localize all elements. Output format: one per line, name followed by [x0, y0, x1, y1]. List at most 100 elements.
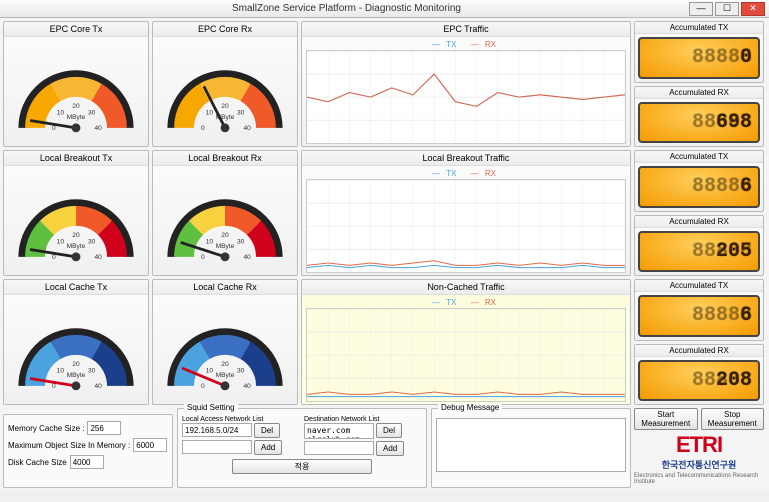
main-grid: EPC Core Tx 010203040MByte EPC Core Rx 0… — [0, 18, 769, 491]
gauge-lb-tx: Local Breakout Tx 0 10 20 30 40 MByte — [3, 150, 149, 276]
stop-measurement-button[interactable]: Stop Measurement — [701, 408, 765, 430]
counter-acc-tx-2: Accumulated TX 6 — [634, 150, 764, 212]
svg-text:20: 20 — [72, 103, 80, 110]
svg-text:10: 10 — [206, 109, 214, 116]
led-display: 0 — [638, 37, 760, 79]
counter-col-2: Accumulated TX 6 Accumulated RX 205 — [634, 150, 764, 276]
svg-text:MByte: MByte — [67, 114, 86, 121]
svg-text:40: 40 — [94, 383, 102, 390]
svg-text:MByte: MByte — [216, 372, 235, 379]
svg-text:20: 20 — [221, 232, 229, 239]
cache-settings: Memory Cache Size : Maximum Object Size … — [3, 414, 173, 488]
svg-text:30: 30 — [88, 109, 96, 116]
mem-cache-input[interactable] — [87, 421, 121, 435]
window-buttons: — ☐ ✕ — [689, 2, 765, 16]
close-button[interactable]: ✕ — [741, 2, 765, 16]
svg-text:MByte: MByte — [67, 243, 86, 250]
mem-cache-label: Memory Cache Size : — [8, 424, 84, 433]
etri-en: Electronics and Telecommunications Resea… — [634, 473, 764, 485]
svg-text:0: 0 — [201, 383, 205, 390]
maximize-button[interactable]: ☐ — [715, 2, 739, 16]
panel-title: Local Breakout Tx — [4, 151, 148, 166]
gauge-lb-rx: Local Breakout Rx 0 10 20 30 40 MByte — [152, 150, 298, 276]
svg-text:MByte: MByte — [216, 243, 235, 250]
svg-text:40: 40 — [94, 125, 102, 132]
panel-title: Local Cache Tx — [4, 280, 148, 295]
dest-add-button[interactable]: Add — [376, 441, 404, 456]
svg-text:30: 30 — [237, 238, 245, 245]
dest-title: Destination Network List — [304, 416, 422, 423]
svg-text:0: 0 — [52, 125, 56, 132]
svg-text:MByte: MByte — [67, 372, 86, 379]
svg-text:30: 30 — [237, 109, 245, 116]
svg-text:40: 40 — [243, 383, 251, 390]
titlebar: SmallZone Service Platform - Diagnostic … — [0, 0, 769, 18]
svg-text:0: 0 — [52, 254, 56, 261]
svg-text:20: 20 — [72, 232, 80, 239]
panel-title: Non-Cached Traffic — [302, 280, 630, 295]
svg-text:20: 20 — [221, 103, 229, 110]
counter-acc-rx-1: Accumulated RX 698 — [634, 86, 764, 148]
svg-text:40: 40 — [243, 254, 251, 261]
panel-title: Local Cache Rx — [153, 280, 297, 295]
panel-title: Local Breakout Traffic — [302, 151, 630, 166]
gauge-lc-rx: Local Cache Rx 0 10 20 30 40 MByte — [152, 279, 298, 405]
dest-add-input[interactable] — [304, 441, 374, 455]
lan-add-input[interactable] — [182, 440, 252, 454]
svg-text:20: 20 — [221, 361, 229, 368]
etri-logo: ETRI — [676, 434, 722, 456]
led-display: 6 — [638, 295, 760, 337]
led-display: 698 — [638, 102, 760, 144]
svg-text:20: 20 — [72, 361, 80, 368]
logo-cell: Start Measurement Stop Measurement ETRI … — [634, 408, 764, 488]
counter-col-1: Accumulated TX 0 Accumulated RX 698 — [634, 21, 764, 147]
svg-text:10: 10 — [206, 238, 214, 245]
gauge-lc-tx: Local Cache Tx 0 10 20 30 40 MByte — [3, 279, 149, 405]
counter-acc-tx-1: Accumulated TX 0 — [634, 21, 764, 83]
svg-text:0: 0 — [201, 254, 205, 261]
svg-text:40: 40 — [94, 254, 102, 261]
svg-text:10: 10 — [57, 367, 65, 374]
max-obj-input[interactable] — [133, 438, 167, 452]
dest-del-button[interactable]: Del — [376, 423, 402, 438]
chart-legend: — TX — RX — [306, 168, 626, 179]
lan-input[interactable] — [182, 423, 252, 437]
apply-button[interactable]: 적용 — [232, 459, 372, 474]
chart-lb: Local Breakout Traffic — TX — RX 0102030… — [301, 150, 631, 276]
led-display: 208 — [638, 360, 760, 402]
disk-cache-label: Disk Cache Size — [8, 458, 67, 467]
led-display: 6 — [638, 166, 760, 208]
svg-text:10: 10 — [206, 367, 214, 374]
settings-row: Memory Cache Size : Maximum Object Size … — [3, 408, 631, 488]
counter-acc-rx-2: Accumulated RX 205 — [634, 215, 764, 277]
chart-legend: — TX — RX — [306, 39, 626, 50]
gauge-epc-tx: EPC Core Tx 010203040MByte — [3, 21, 149, 147]
lan-add-button[interactable]: Add — [254, 440, 282, 455]
chart-epc: EPC Traffic — TX — RX 010203040 — [301, 21, 631, 147]
svg-text:10: 10 — [57, 109, 65, 116]
svg-text:30: 30 — [237, 367, 245, 374]
minimize-button[interactable]: — — [689, 2, 713, 16]
max-obj-label: Maximum Object Size In Memory : — [8, 441, 130, 450]
squid-settings: Squid Setting Local Access Network List … — [177, 408, 427, 488]
start-measurement-button[interactable]: Start Measurement — [634, 408, 698, 430]
svg-text:10: 10 — [57, 238, 65, 245]
lan-del-button[interactable]: Del — [254, 423, 280, 438]
etri-kr: 한국전자통신연구원 — [662, 458, 737, 471]
disk-cache-input[interactable] — [70, 455, 104, 469]
led-display: 205 — [638, 231, 760, 273]
svg-text:30: 30 — [88, 367, 96, 374]
counter-col-3: Accumulated TX 6 Accumulated RX 208 — [634, 279, 764, 405]
debug-textarea[interactable] — [436, 418, 626, 472]
panel-title: EPC Traffic — [302, 22, 630, 37]
svg-text:0: 0 — [201, 125, 205, 132]
svg-text:0: 0 — [52, 383, 56, 390]
panel-title: Local Breakout Rx — [153, 151, 297, 166]
svg-text:40: 40 — [243, 125, 251, 132]
counter-acc-rx-3: Accumulated RX 208 — [634, 344, 764, 406]
gauge-epc-rx: EPC Core Rx 010203040MByte — [152, 21, 298, 147]
svg-text:30: 30 — [88, 238, 96, 245]
dest-input[interactable] — [304, 423, 374, 439]
debug-message: Debug Message — [431, 408, 631, 488]
counter-acc-tx-3: Accumulated TX 6 — [634, 279, 764, 341]
